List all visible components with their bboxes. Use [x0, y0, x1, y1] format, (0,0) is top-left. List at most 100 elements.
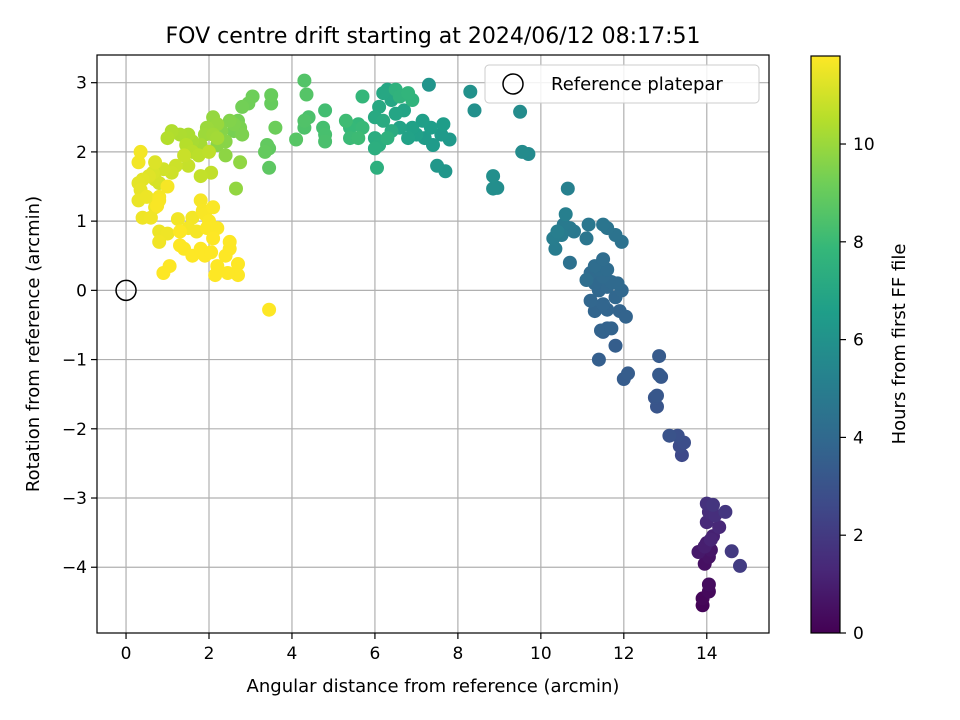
reference-platepar-marker	[115, 279, 137, 302]
data-point	[289, 132, 304, 147]
data-point	[415, 113, 430, 128]
data-point	[591, 352, 606, 367]
data-point	[206, 200, 221, 215]
data-point	[463, 84, 478, 99]
data-point	[367, 141, 382, 156]
data-point	[467, 103, 482, 118]
data-point	[718, 504, 733, 519]
data-point	[579, 231, 594, 246]
data-point	[703, 532, 718, 547]
y-axis-label: Rotation from reference (arcmin)	[23, 196, 44, 492]
data-point	[210, 131, 225, 146]
data-point	[148, 155, 163, 170]
data-point	[338, 113, 353, 128]
y-tick-label: 3	[76, 74, 87, 94]
data-point	[594, 323, 608, 338]
data-point	[610, 276, 625, 291]
data-point	[297, 73, 312, 88]
x-tick-label: 6	[370, 644, 381, 664]
data-point	[724, 544, 739, 559]
data-point	[173, 238, 187, 253]
data-point	[515, 144, 530, 159]
data-point	[160, 131, 175, 146]
data-point	[156, 266, 171, 280]
data-point	[318, 134, 333, 149]
data-point	[486, 181, 501, 196]
data-point	[131, 155, 146, 170]
x-axis-label: Angular distance from reference (arcmin)	[247, 676, 620, 697]
data-point	[596, 252, 611, 267]
colorbar-ticks: 0 2 4 6 8 10	[840, 135, 875, 644]
data-point	[262, 302, 277, 317]
chart-title: FOV centre drift starting at 2024/06/12 …	[166, 24, 701, 49]
data-point	[160, 179, 175, 194]
data-point	[264, 88, 279, 103]
data-point	[436, 117, 451, 132]
data-point	[662, 428, 677, 443]
data-point	[562, 255, 577, 270]
data-point	[604, 321, 619, 336]
legend-box	[484, 64, 760, 104]
data-point	[434, 127, 449, 142]
colorbar-tick-label: 0	[853, 624, 864, 644]
data-point	[430, 158, 445, 173]
data-point	[143, 210, 158, 225]
data-point	[380, 131, 395, 146]
colorbar-tick-label: 4	[853, 428, 864, 448]
y-tick-label: −1	[62, 351, 87, 371]
data-point	[596, 217, 611, 232]
data-point	[170, 212, 185, 227]
data-point	[560, 181, 575, 196]
data-point	[208, 268, 223, 283]
plot-frame	[96, 54, 770, 634]
x-tick-label: 4	[287, 644, 298, 664]
data-point	[401, 131, 416, 146]
data-point	[318, 103, 333, 118]
data-point	[618, 309, 633, 324]
data-point	[231, 257, 245, 271]
data-point	[486, 169, 501, 184]
data-point	[621, 366, 635, 381]
data-point	[652, 367, 667, 382]
data-point	[579, 273, 594, 287]
data-point	[701, 577, 716, 592]
data-point	[220, 266, 235, 280]
data-points	[131, 73, 747, 613]
data-point	[421, 77, 436, 92]
data-point	[199, 221, 214, 236]
legend-label: Reference platepar	[551, 74, 723, 95]
data-point	[193, 169, 208, 184]
data-point	[596, 297, 611, 312]
data-point	[150, 198, 165, 213]
data-point	[706, 497, 720, 512]
data-point	[177, 148, 192, 163]
legend-marker	[502, 73, 524, 95]
data-point	[388, 106, 403, 121]
data-point	[229, 181, 243, 196]
data-point	[235, 99, 250, 114]
colorbar: 0 2 4 6 8 10 Hours from first FF file	[810, 55, 910, 644]
data-point	[376, 86, 391, 101]
colorbar-tick-label: 10	[853, 135, 875, 155]
data-point	[652, 349, 667, 364]
data-point	[233, 155, 248, 170]
data-point	[133, 144, 148, 159]
data-point	[733, 558, 747, 573]
y-axis-ticks: −4 −3 −2 −1 0 1 2 3	[62, 74, 97, 578]
y-tick-label: −4	[62, 558, 87, 578]
data-point	[202, 144, 216, 159]
data-point	[558, 207, 573, 222]
data-point	[299, 87, 314, 102]
legend: Reference platepar	[484, 64, 760, 104]
data-point	[650, 388, 664, 403]
colorbar-label: Hours from first FF file	[889, 244, 910, 445]
x-tick-label: 14	[696, 644, 718, 664]
data-point	[401, 86, 416, 101]
x-tick-label: 2	[204, 644, 215, 664]
data-point	[139, 189, 154, 204]
x-tick-label: 8	[452, 644, 463, 664]
data-point	[173, 224, 187, 239]
data-point	[548, 241, 563, 256]
data-point	[204, 245, 219, 260]
data-point	[355, 89, 370, 104]
